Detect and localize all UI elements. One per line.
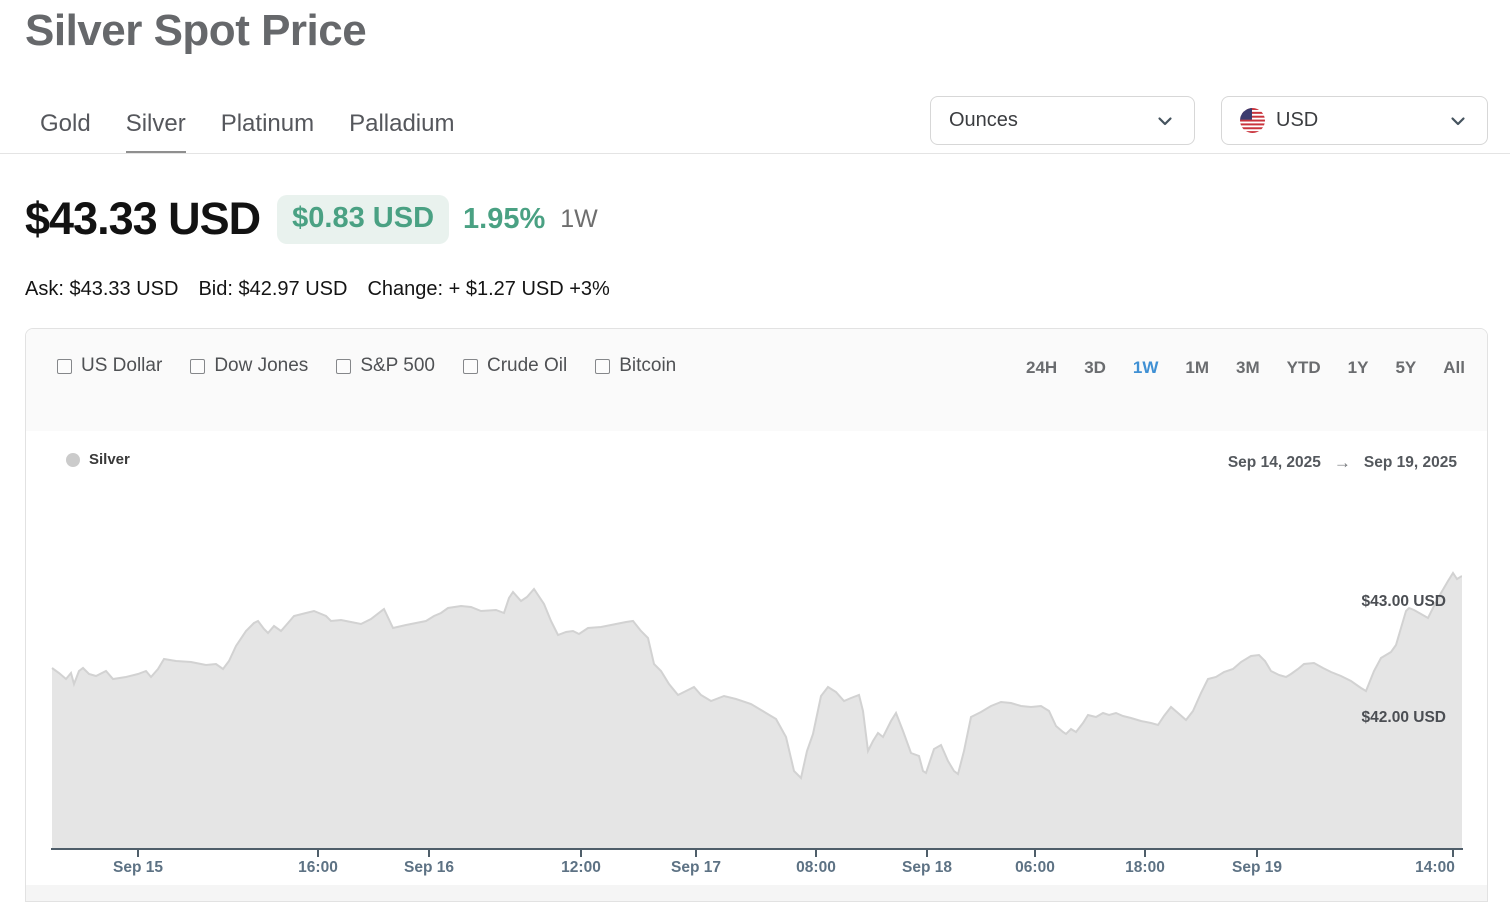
ask-bid-row: Ask: $43.33 USD Bid: $42.97 USD Change: … [25,278,610,301]
x-axis-tick [317,848,319,857]
range-button-1y[interactable]: 1Y [1347,358,1369,377]
x-axis-tick [815,848,817,857]
x-axis-line [51,848,1463,850]
comparison-toggle-s-p-500[interactable]: S&P 500 [336,355,435,377]
tab-palladium[interactable]: Palladium [349,110,455,137]
page-title: Silver Spot Price [25,6,367,55]
comparison-label: Crude Oil [486,355,568,376]
current-price: $43.33 USD [25,193,261,244]
chevron-down-icon [1156,112,1174,130]
comparison-toggle-crude-oil[interactable]: Crude Oil [462,355,568,377]
us-flag-icon [1240,108,1265,133]
x-axis-label: Sep 17 [671,859,721,876]
x-axis-tick [428,848,430,857]
x-axis-label: Sep 15 [113,859,163,876]
checkbox-icon[interactable] [336,358,352,374]
bid-amount: $42.97 USD [238,278,348,300]
change-amount: + $1.27 USD +3% [448,278,610,300]
change-label: Change: [367,278,444,300]
bid-value: Bid: $42.97 USD [198,278,347,301]
comparison-label: Dow Jones [214,355,309,376]
x-axis-label: Sep 19 [1232,859,1282,876]
x-axis-label: 08:00 [796,859,836,876]
comparison-toggle-dow-jones[interactable]: Dow Jones [190,355,308,377]
price-change-badge: $0.83 USD [277,194,450,244]
date-from: Sep 14, 2025 [1227,454,1321,471]
arrow-right-icon: → [1333,453,1351,472]
price-gridline-label: $42.00 USD [1361,709,1446,726]
change-value: Change: + $1.27 USD +3% [367,278,609,301]
ask-value: Ask: $43.33 USD [25,278,178,301]
bid-label: Bid: [198,278,233,300]
x-axis-label: 06:00 [1015,859,1055,876]
price-header: $43.33 USD $0.83 USD 1.95% 1W [25,193,598,245]
range-button-3m[interactable]: 3M [1236,358,1260,377]
range-buttons: 24H 3D 1W 1M 3M YTD 1Y 5Y All [1026,358,1465,378]
legend-dot-icon [66,452,80,467]
x-axis-label: 18:00 [1125,859,1165,876]
chart-panel-header [26,329,1487,431]
x-axis-tick [1144,848,1146,857]
silver-area-chart[interactable] [51,471,1462,848]
chart-line [51,571,1462,780]
checkbox-icon[interactable] [190,358,206,374]
range-button-24h[interactable]: 24H [1026,358,1058,377]
x-axis-label: 14:00 [1415,859,1455,876]
legend-series-label: Silver [89,451,130,468]
x-axis-label: Sep 18 [902,859,952,876]
range-button-ytd[interactable]: YTD [1286,358,1321,377]
chart-area-fill [52,573,1462,848]
price-gridline-label: $43.00 USD [1361,593,1446,610]
checkbox-icon[interactable] [57,358,72,374]
date-to: Sep 19, 2025 [1363,454,1457,471]
range-button-3d[interactable]: 3D [1084,358,1106,377]
range-button-1w[interactable]: 1W [1132,358,1159,377]
tabbar-divider [0,153,1510,154]
tab-silver[interactable]: Silver [125,110,186,154]
unit-dropdown-value: Ounces [949,109,1018,131]
ask-label: Ask: [25,278,64,300]
x-axis-label: 16:00 [298,859,338,876]
tab-gold[interactable]: Gold [40,110,91,137]
x-axis-tick [1256,848,1258,857]
chart-panel: US Dollar Dow Jones S&P 500 Crude Oil Bitcoi… [25,328,1488,902]
range-button-all[interactable]: All [1443,358,1465,377]
price-change-percent: 1.95% [463,202,546,235]
metal-tabs: Gold Silver Platinum Palladium [40,110,454,154]
currency-dropdown-value: USD [1276,109,1319,131]
comparison-label: US Dollar [81,355,163,376]
checkbox-icon[interactable] [462,358,478,374]
panel-footer-strip [26,885,1487,901]
tab-platinum[interactable]: Platinum [220,110,315,137]
price-period-label: 1W [560,204,598,233]
unit-dropdown[interactable]: Ounces [930,96,1195,145]
range-button-5y[interactable]: 5Y [1395,358,1417,377]
comparison-toggle-us-dollar[interactable]: US Dollar [57,355,162,377]
comparison-toggle-bitcoin[interactable]: Bitcoin [595,355,676,377]
range-button-1m[interactable]: 1M [1185,358,1210,377]
chart-legend[interactable]: Silver [66,451,130,468]
x-axis-label: 12:00 [561,859,601,876]
x-axis-tick [137,848,139,857]
x-axis-tick [580,848,582,857]
comparison-label: Bitcoin [619,355,677,376]
comparison-label: S&P 500 [360,355,435,376]
x-axis-tick [1452,848,1454,857]
chevron-down-icon [1449,112,1467,130]
comparison-toggles: US Dollar Dow Jones S&P 500 Crude Oil Bitcoi… [57,355,676,377]
x-axis-tick [1034,848,1036,857]
x-axis-tick [695,848,697,857]
ask-amount: $43.33 USD [69,278,179,300]
checkbox-icon[interactable] [595,358,611,374]
x-axis-label: Sep 16 [404,859,454,876]
chart-date-range: Sep 14, 2025 → Sep 19, 2025 [1228,453,1457,473]
x-axis-tick [926,848,928,857]
currency-dropdown[interactable]: USD [1221,96,1488,145]
